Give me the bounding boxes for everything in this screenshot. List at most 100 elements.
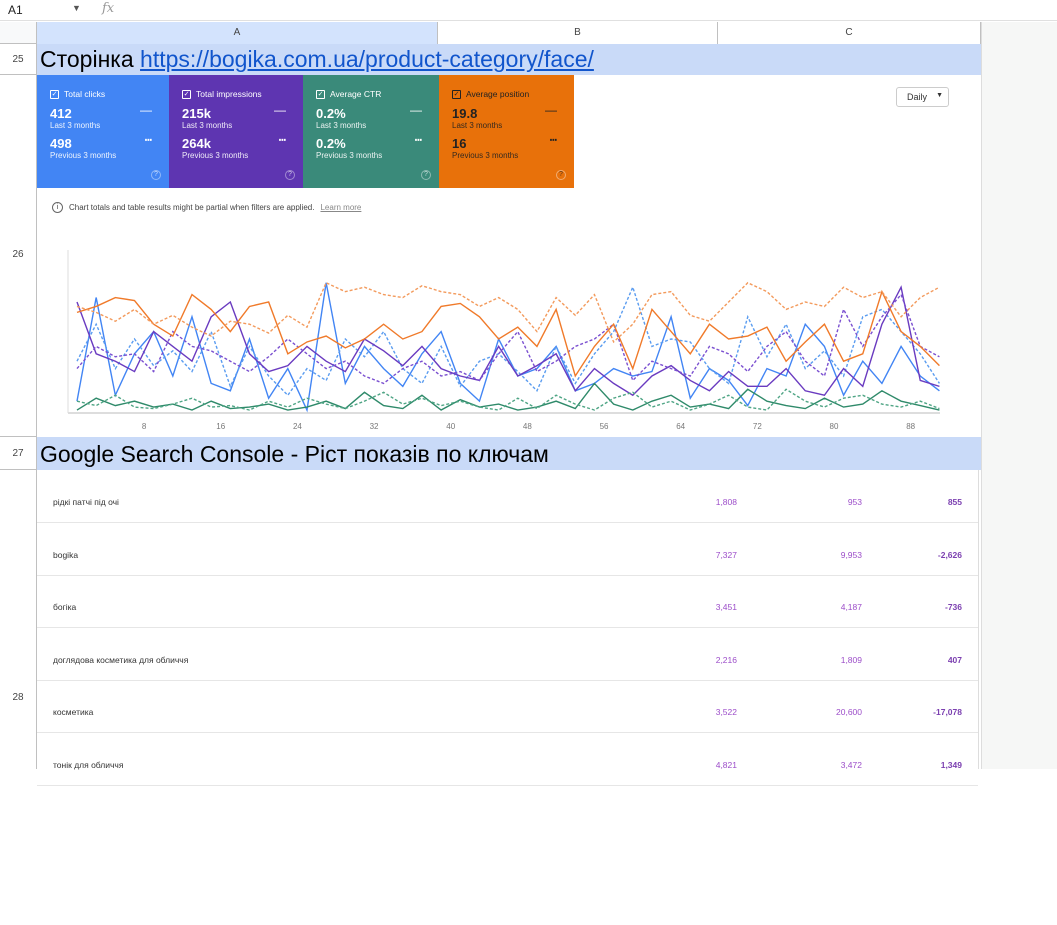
- row-header-26[interactable]: 26: [0, 75, 37, 437]
- cell-reference-box[interactable]: A1: [8, 3, 23, 17]
- previous-impressions: 4,187: [840, 602, 862, 613]
- performance-line-chart: 8 16 24 32 40 48 56 64 72 80 88: [67, 250, 941, 431]
- dashed-line-legend-icon: ┅: [278, 133, 287, 147]
- x-tick-label: 48: [523, 422, 532, 431]
- column-header-a[interactable]: A: [37, 22, 438, 44]
- table-row[interactable]: bogika 7,327 9,953 -2,626: [37, 523, 978, 576]
- chevron-down-icon[interactable]: ▼: [72, 3, 81, 13]
- x-tick-label: 8: [142, 422, 147, 431]
- current-impressions: 4,821: [715, 760, 737, 770]
- table-border: [978, 470, 979, 769]
- current-impressions: 7,327: [715, 549, 737, 560]
- page-url-link[interactable]: https://bogika.com.ua/product-category/f…: [140, 46, 594, 72]
- previous-impressions: 20,600: [836, 707, 862, 718]
- series-line-average-position-prev-: [76, 281, 940, 344]
- keyword: рідкі патчі під очі: [53, 497, 119, 507]
- current-impressions: 3,451: [715, 602, 737, 613]
- select-all-corner[interactable]: [0, 22, 37, 44]
- card-value: 19.8: [452, 106, 478, 121]
- column-header-b[interactable]: B: [438, 22, 718, 44]
- heading-prefix: Сторінка: [40, 46, 141, 72]
- keyword: тонік для обличчя: [53, 760, 124, 770]
- impressions-diff: -17,078: [933, 707, 962, 718]
- card-title: Average CTR: [330, 89, 382, 99]
- x-tick-label: 88: [906, 422, 915, 431]
- help-icon[interactable]: ?: [285, 170, 295, 180]
- series-line-total-clicks: [76, 282, 940, 413]
- table-row[interactable]: рідкі патчі під очі 1,808 953 855: [37, 470, 978, 523]
- metric-card-average-position[interactable]: ✓ Average position 19.8 Last 3 months 16 …: [439, 75, 574, 188]
- card-label: ✓ Total impressions: [182, 89, 303, 99]
- card-prev-value: 498: [50, 136, 72, 151]
- table-row[interactable]: тонік для обличчя 4,821 3,472 1,349: [37, 733, 978, 786]
- table-row[interactable]: доглядова косметика для обличчя 2,216 1,…: [37, 628, 978, 681]
- impressions-diff: -2,626: [937, 549, 962, 560]
- heading-band-2: [37, 437, 981, 470]
- metric-card-total-impressions[interactable]: ✓ Total impressions 215k Last 3 months 26…: [169, 75, 303, 188]
- card-period: Last 3 months: [316, 121, 367, 130]
- daily-dropdown[interactable]: Daily ▼: [896, 87, 949, 107]
- checkbox-checked-icon[interactable]: ✓: [182, 89, 191, 99]
- impressions-diff: 407: [947, 654, 962, 665]
- column-header-c[interactable]: C: [718, 22, 981, 44]
- x-tick-label: 72: [753, 422, 762, 431]
- solid-line-legend-icon: —: [410, 103, 423, 117]
- function-icon: fx: [102, 1, 115, 16]
- solid-line-legend-icon: —: [545, 103, 558, 117]
- row-header-25[interactable]: 25: [0, 44, 37, 75]
- card-period: Last 3 months: [182, 121, 233, 130]
- checkbox-checked-icon[interactable]: ✓: [452, 89, 461, 99]
- impressions-diff: -736: [944, 602, 962, 613]
- keyword: косметика: [53, 707, 94, 718]
- table-row[interactable]: косметика 3,522 20,600 -17,078: [37, 680, 978, 734]
- x-tick-label: 80: [830, 422, 839, 431]
- card-prev-period: Previous 3 months: [452, 151, 519, 160]
- x-tick-label: 56: [600, 422, 609, 431]
- row-header-28[interactable]: 28: [0, 470, 37, 769]
- card-prev-value: 0.2%: [316, 136, 346, 151]
- card-label: ✓ Average position: [452, 89, 574, 99]
- current-impressions: 2,216: [715, 654, 737, 665]
- dashed-line-legend-icon: ┅: [549, 133, 558, 147]
- formula-bar: A1 ▼ fx: [0, 0, 1057, 21]
- solid-line-legend-icon: —: [140, 103, 153, 117]
- caret-down-icon: ▼: [936, 92, 943, 99]
- x-tick-label: 40: [446, 422, 455, 431]
- x-tick-label: 64: [676, 422, 685, 431]
- page-heading: Сторінка https://bogika.com.ua/product-c…: [40, 46, 594, 73]
- section-heading: Google Search Console - Ріст показів по …: [40, 441, 549, 467]
- info-icon: i: [52, 202, 63, 213]
- heading-band: [37, 44, 981, 75]
- row-header-27[interactable]: 27: [0, 437, 37, 470]
- help-icon[interactable]: ?: [151, 170, 161, 180]
- card-title: Average position: [466, 89, 530, 99]
- learn-more-link[interactable]: Learn more: [320, 203, 362, 212]
- help-icon[interactable]: ?: [556, 170, 566, 180]
- current-impressions: 1,808: [715, 497, 737, 507]
- checkbox-checked-icon[interactable]: ✓: [50, 89, 59, 99]
- filter-note: i Chart totals and table results might b…: [52, 202, 361, 213]
- previous-impressions: 3,472: [840, 760, 862, 770]
- previous-impressions: 953: [847, 497, 862, 507]
- card-value: 215k: [182, 106, 211, 121]
- checkbox-checked-icon[interactable]: ✓: [316, 89, 325, 99]
- x-tick-label: 24: [293, 422, 302, 431]
- previous-impressions: 1,809: [840, 654, 862, 665]
- keyword: bogika: [53, 549, 79, 560]
- card-title: Total impressions: [196, 89, 262, 99]
- x-tick-label: 16: [216, 422, 225, 431]
- column-header-bar: A B C: [0, 22, 981, 44]
- table-row[interactable]: богіка 3,451 4,187 -736: [37, 575, 978, 629]
- card-period: Last 3 months: [50, 121, 101, 130]
- x-tick-label: 32: [370, 422, 379, 431]
- previous-impressions: 9,953: [840, 549, 862, 560]
- metric-card-total-clicks[interactable]: ✓ Total clicks 412 Last 3 months 498 Prev…: [37, 75, 169, 188]
- metric-card-average-ctr[interactable]: ✓ Average CTR 0.2% Last 3 months 0.2% Pre…: [303, 75, 439, 188]
- help-icon[interactable]: ?: [421, 170, 431, 180]
- card-prev-value: 264k: [182, 136, 211, 151]
- daily-label: Daily: [907, 92, 928, 102]
- card-prev-period: Previous 3 months: [50, 151, 117, 160]
- card-prev-period: Previous 3 months: [182, 151, 249, 160]
- series-line-total-impressions: [76, 285, 940, 397]
- dashed-line-legend-icon: ┅: [414, 133, 423, 147]
